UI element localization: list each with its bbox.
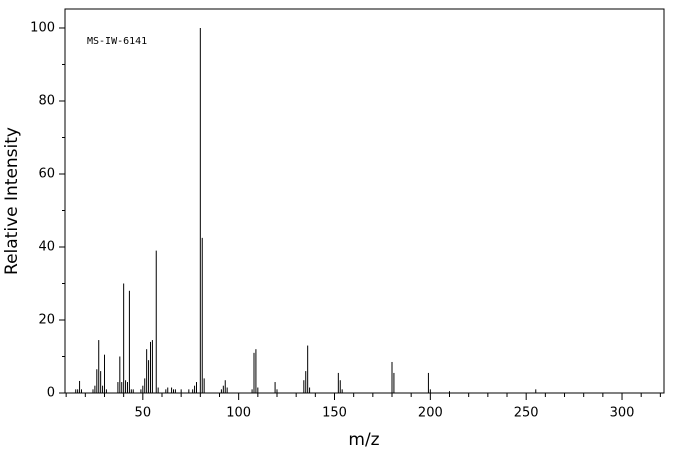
y-tick-label: 20 bbox=[38, 312, 55, 327]
y-tick-label: 40 bbox=[38, 239, 55, 254]
y-tick-label: 60 bbox=[38, 166, 55, 181]
x-tick-label: 150 bbox=[322, 406, 347, 421]
x-tick-label: 250 bbox=[514, 406, 539, 421]
y-tick-label: 100 bbox=[30, 20, 55, 35]
x-axis-label: m/z bbox=[348, 430, 379, 450]
annotation: MS-IW-6141 bbox=[87, 36, 147, 47]
y-tick-label: 0 bbox=[47, 386, 55, 401]
y-tick-label: 80 bbox=[38, 93, 55, 108]
x-tick-label: 300 bbox=[610, 406, 635, 421]
x-tick-label: 200 bbox=[418, 406, 443, 421]
plot-frame bbox=[64, 8, 665, 394]
x-tick-label: 50 bbox=[135, 406, 152, 421]
y-axis-label: Relative Intensity bbox=[2, 127, 22, 275]
x-tick-label: 100 bbox=[226, 406, 251, 421]
